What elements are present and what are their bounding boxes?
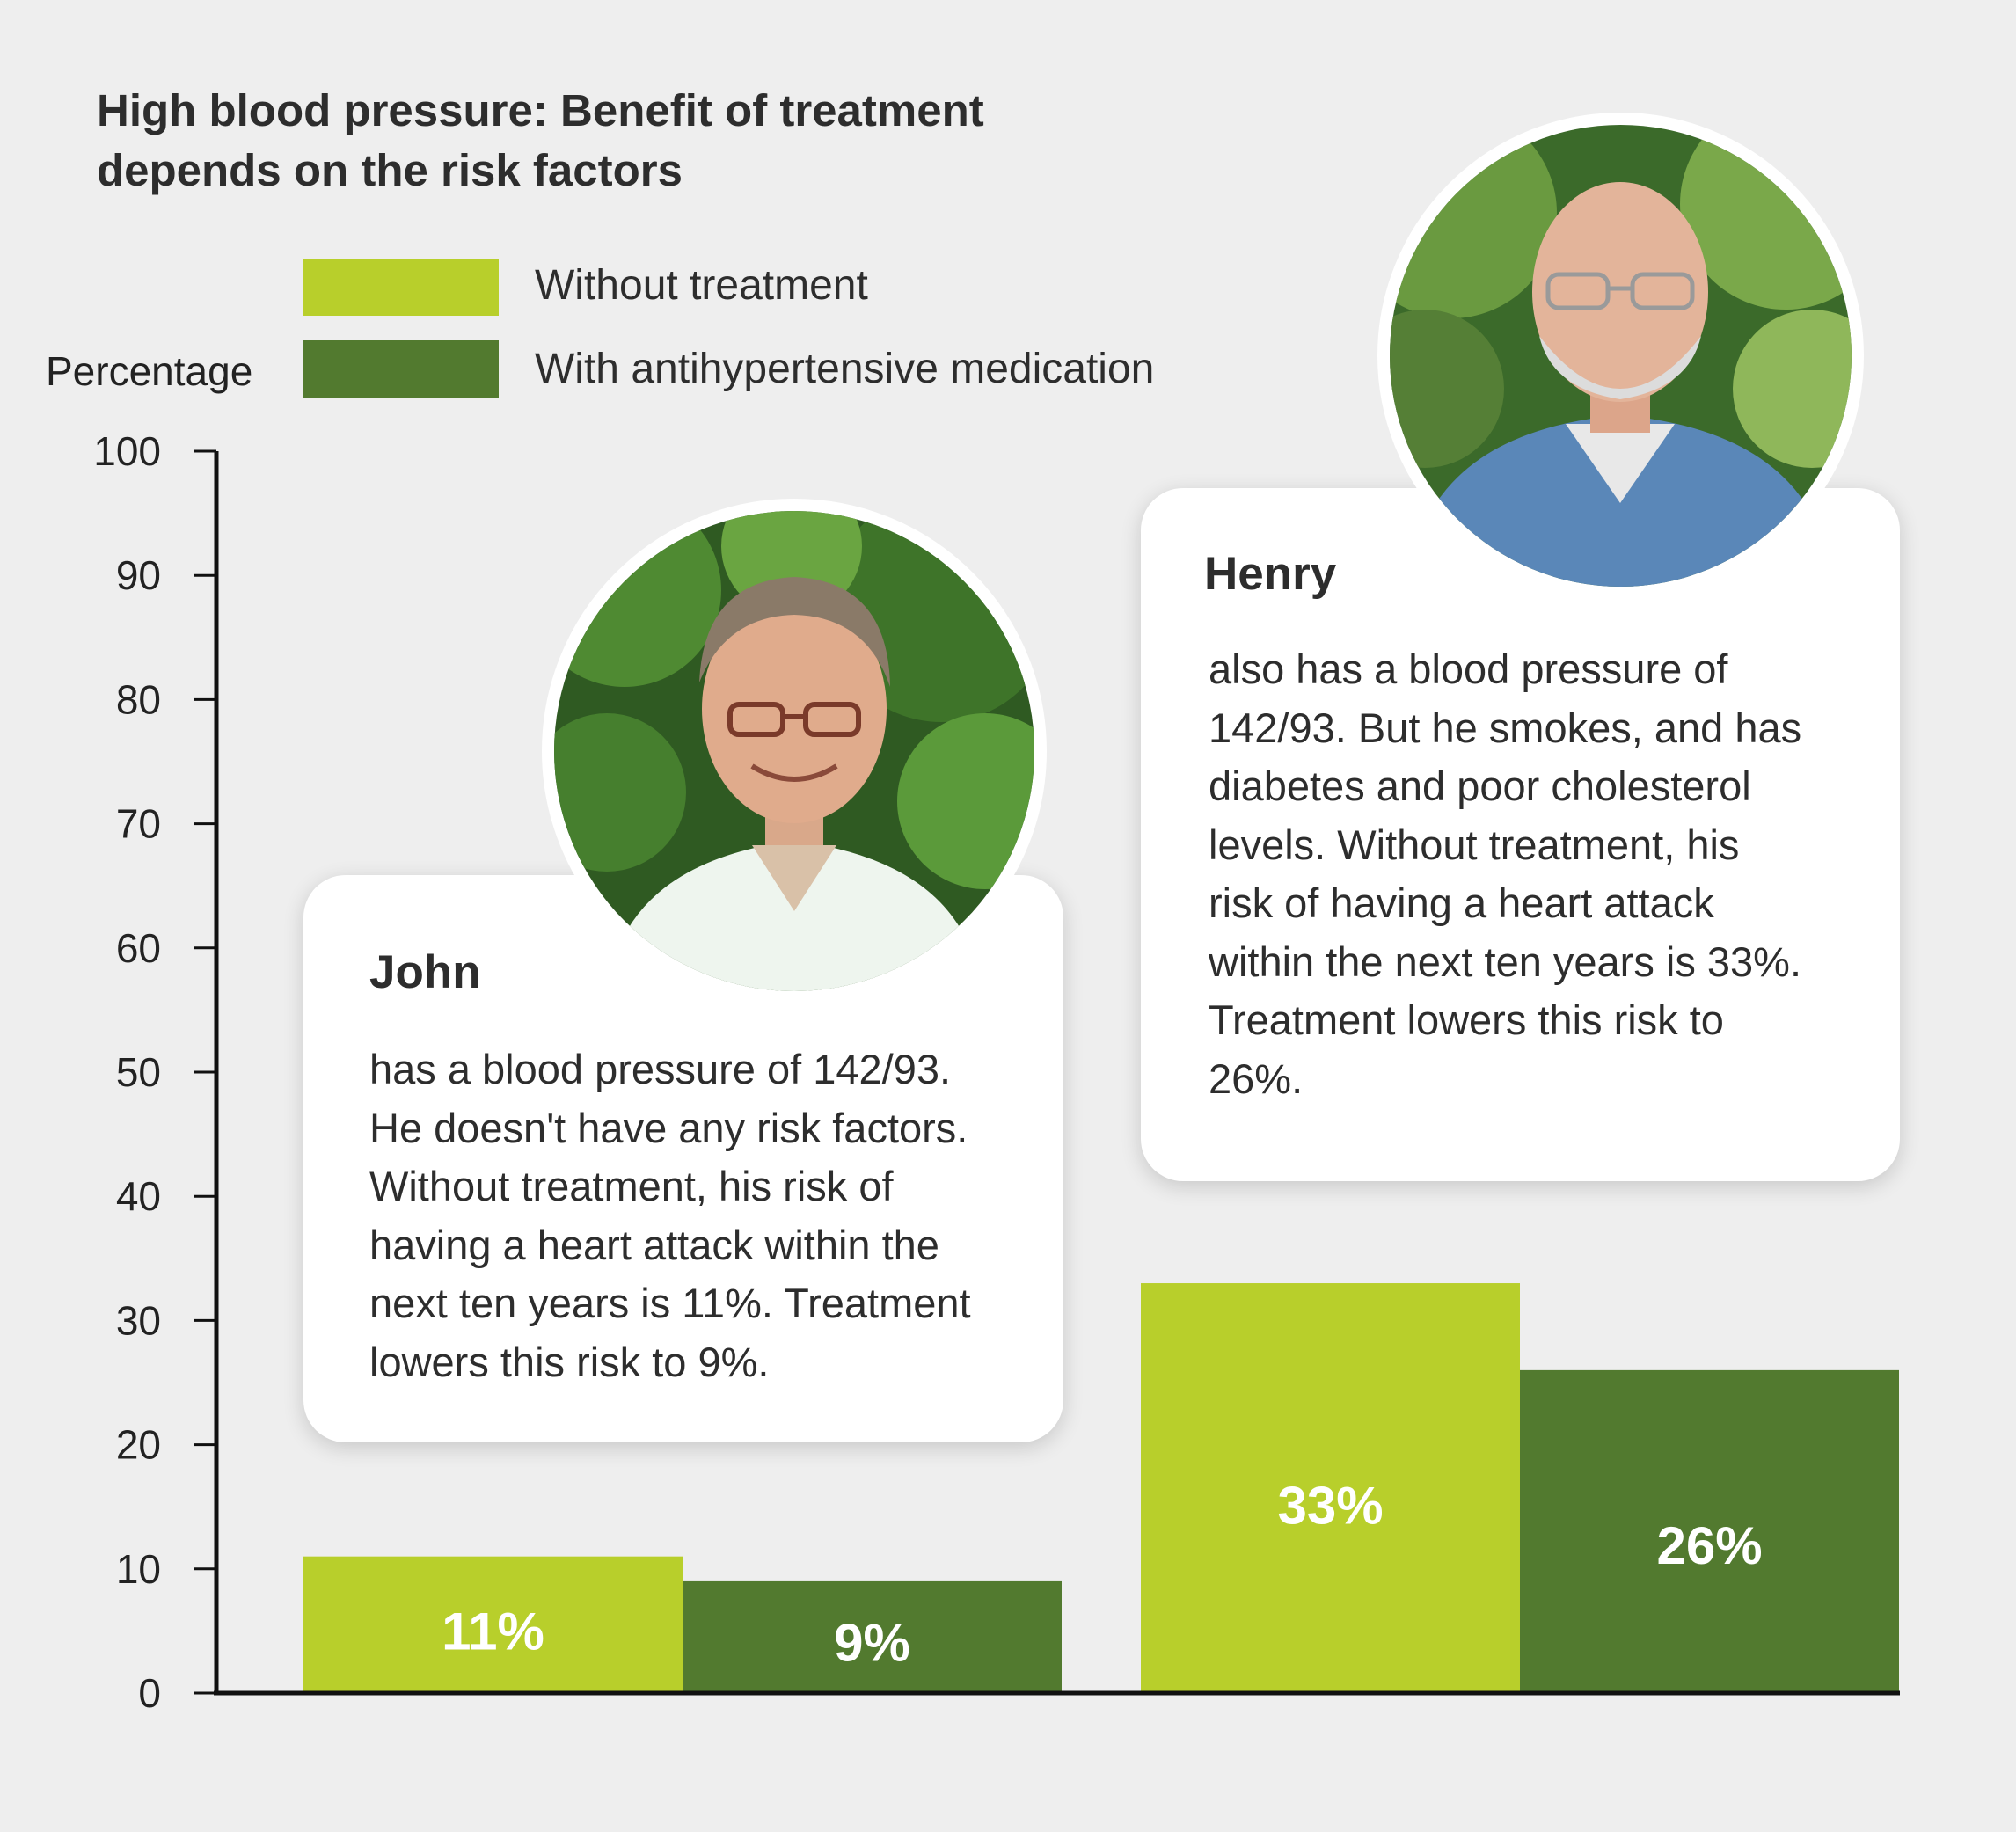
y-tick-label: 10 <box>116 1546 161 1592</box>
chart-title: High blood pressure: Benefit of treatmen… <box>97 81 1152 201</box>
bar-henry-with-medication <box>1520 1369 1899 1693</box>
bar-henry-without-treatment <box>1141 1283 1520 1693</box>
y-axis-ticks: 0 10 20 30 40 50 60 70 80 90 100 <box>93 428 216 1716</box>
john-description-line: has a blood pressure of 142/93. <box>369 1046 952 1092</box>
y-tick-label: 90 <box>116 552 161 598</box>
henry-description-line: Treatment lowers this risk to <box>1209 996 1724 1043</box>
y-tick-label: 60 <box>116 925 161 971</box>
henry-description-line: risk of having a heart attack <box>1209 880 1714 926</box>
john-avatar <box>542 499 1047 1004</box>
henry-card: Henry also has a blood pressure of 142/9… <box>1141 488 1900 1181</box>
henry-description: also has a blood pressure of 142/93. But… <box>1209 640 1801 1108</box>
henry-description-line: within the next ten years is 33%. <box>1209 938 1802 985</box>
john-description-line: having a heart attack within the <box>369 1221 939 1268</box>
y-tick-label: 20 <box>116 1422 161 1468</box>
henry-description-line: 142/93. But he smokes, and has <box>1209 704 1802 751</box>
legend-swatch-without-treatment <box>303 259 499 316</box>
chart-title-line: High blood pressure: Benefit of treatmen… <box>97 85 984 135</box>
bar-john-with-medication <box>683 1580 1062 1693</box>
john-description: has a blood pressure of 142/93. He doesn… <box>369 1040 971 1391</box>
y-tick-label: 70 <box>116 801 161 847</box>
john-name: John <box>369 946 481 998</box>
y-tick-label: 0 <box>138 1670 161 1716</box>
y-tick-label: 100 <box>93 428 161 474</box>
john-portrait <box>554 511 1034 991</box>
henry-description-line: 26%. <box>1209 1055 1304 1102</box>
y-axis-label: Percentage <box>46 348 253 394</box>
y-tick-label: 80 <box>116 676 161 722</box>
legend-swatch-with-medication <box>303 340 499 398</box>
bar-value-label: 9% <box>834 1614 910 1673</box>
bar-value-label: 26% <box>1656 1516 1762 1575</box>
john-description-line: He doesn't have any risk factors. <box>369 1104 968 1151</box>
bar-value-label: 33% <box>1277 1477 1383 1536</box>
bars: 11% 9% 33% 26% <box>303 1283 1899 1693</box>
henry-name: Henry <box>1204 548 1337 600</box>
chart-title-line: depends on the risk factors <box>97 145 683 195</box>
henry-description-line: also has a blood pressure of <box>1209 646 1728 692</box>
henry-portrait <box>1390 125 1852 587</box>
henry-avatar <box>1377 113 1864 599</box>
john-description-line: Without treatment, his risk of <box>369 1163 894 1209</box>
henry-description-line: diabetes and poor cholesterol <box>1209 763 1751 809</box>
henry-description-line: levels. Without treatment, his <box>1209 821 1740 868</box>
john-description-line: lowers this risk to 9%. <box>369 1338 770 1385</box>
y-tick-label: 30 <box>116 1297 161 1343</box>
legend-label-without-treatment: Without treatment <box>535 262 868 309</box>
y-tick-label: 50 <box>116 1049 161 1095</box>
bar-value-label: 11% <box>442 1602 544 1661</box>
john-description-line: next ten years is 11%. Treatment <box>369 1280 971 1326</box>
bar-john-without-treatment <box>303 1556 683 1693</box>
legend-label-with-medication: With antihypertensive medication <box>535 346 1155 392</box>
y-tick-label: 40 <box>116 1173 161 1219</box>
